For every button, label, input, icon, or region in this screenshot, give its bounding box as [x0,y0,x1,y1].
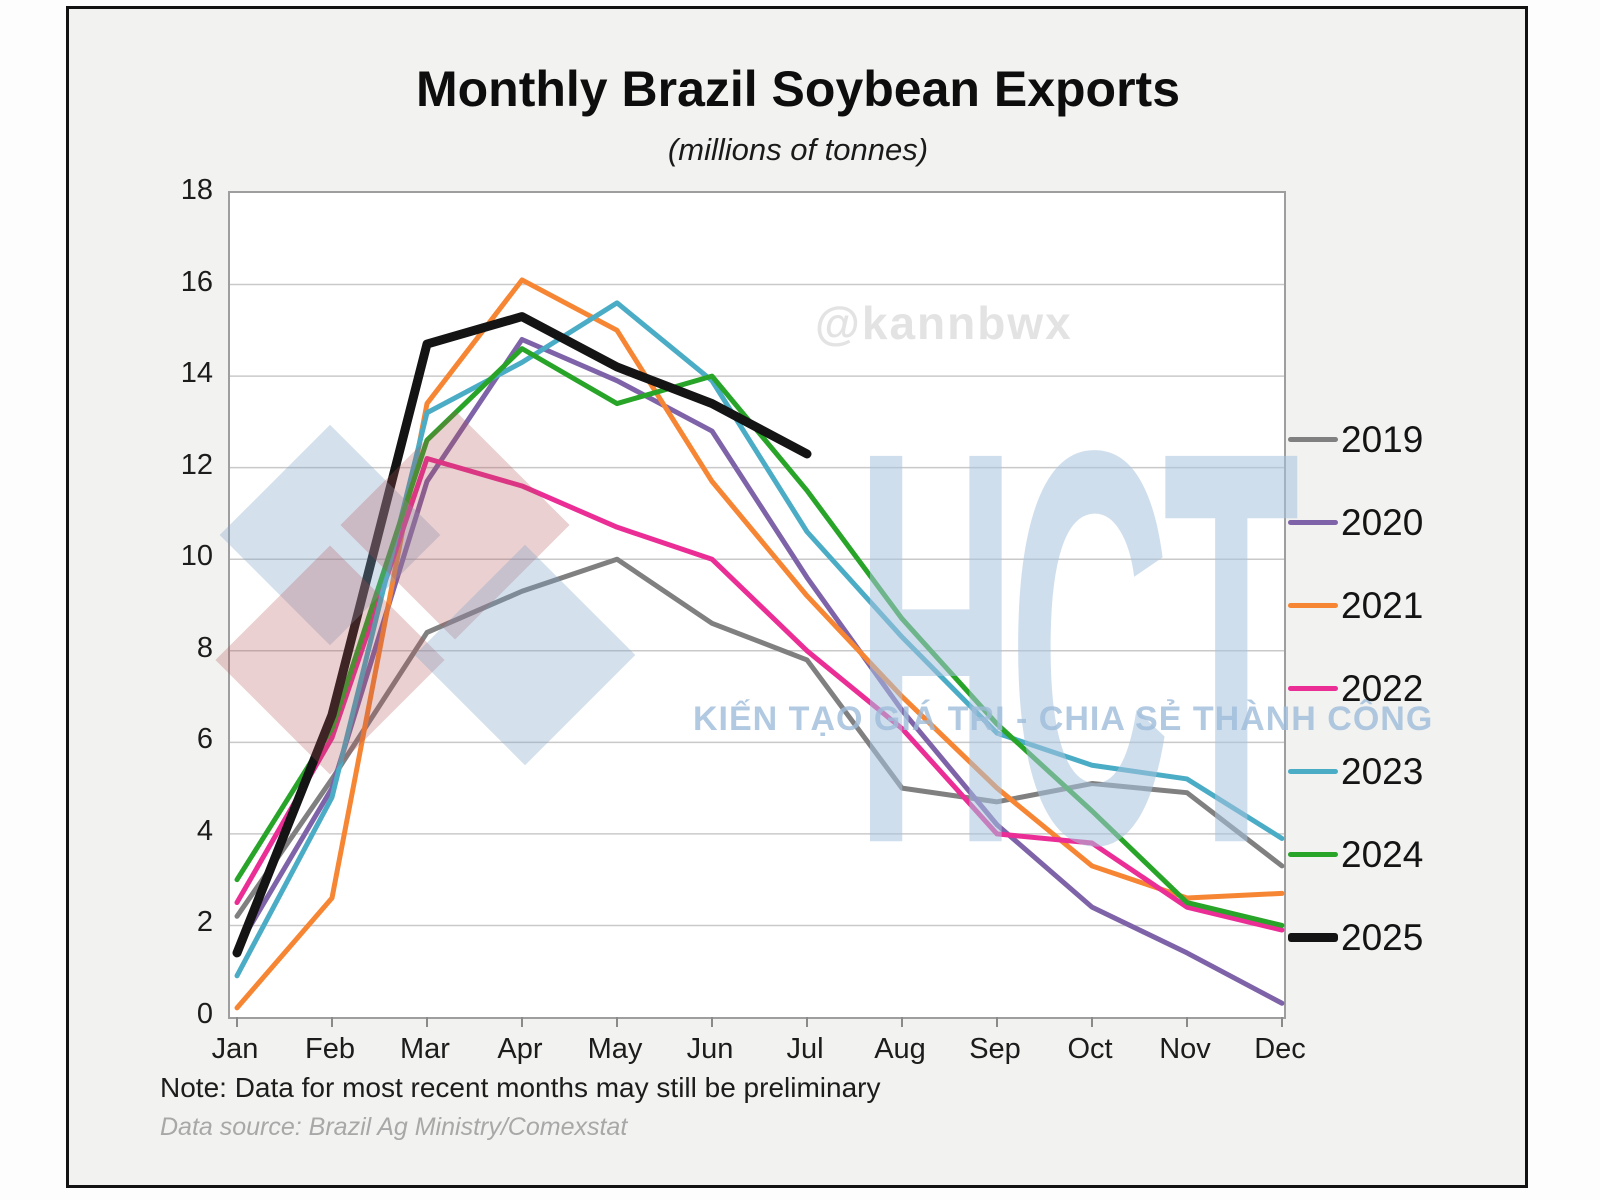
y-axis-label: 0 [196,998,213,1030]
series-line-2022 [234,456,1285,933]
plot-area [228,191,1286,1027]
legend-item-2023: 2023 [1288,730,1423,813]
legend-swatch [1288,437,1338,442]
y-axis-label: 12 [180,448,213,481]
series-line-2024 [234,346,1285,928]
series-line-2019 [234,556,1285,919]
x-axis-label: Feb [305,1033,355,1065]
y-axis-label: 6 [196,723,213,756]
y-axis-label: 10 [180,540,213,573]
y-axis-label: 4 [196,814,213,847]
legend-swatch [1288,520,1338,525]
legend: 2019 2020 2021 2022 2023 2024 2025 [1288,398,1423,979]
chart-title: Monthly Brazil Soybean Exports [415,61,1180,117]
chart-subtitle: (millions of tonnes) [667,132,929,167]
y-axis-label: 8 [196,631,213,664]
x-axis-label: Jan [211,1033,259,1065]
x-axis-label: May [587,1033,643,1065]
y-axis-label: 16 [180,265,213,298]
x-axis-label: Oct [1067,1033,1113,1065]
x-axis-label: Jul [786,1033,824,1065]
legend-swatch [1288,852,1338,857]
x-axis-label: Sep [969,1033,1021,1065]
legend-label: 2022 [1341,667,1424,709]
legend-item-2019: 2019 [1288,398,1423,481]
legend-item-2024: 2024 [1288,813,1423,896]
source-text: Data source: Brazil Ag Ministry/Comexsta… [160,1113,628,1141]
legend-swatch [1288,769,1338,774]
chart-svg [230,277,1285,1027]
y-axis-label: 18 [180,174,213,206]
series-line-2020 [234,336,1285,1006]
note-text: Note: Data for most recent months may st… [160,1072,881,1103]
legend-item-2021: 2021 [1288,564,1423,647]
legend-swatch [1288,933,1338,942]
legend-label: 2023 [1341,750,1424,792]
x-axis-label: Nov [1159,1033,1211,1065]
legend-swatch [1288,686,1338,691]
x-axis-label: Aug [874,1033,926,1065]
legend-label: 2019 [1341,418,1424,460]
legend-label: 2021 [1341,584,1424,626]
x-axis-label: Mar [400,1033,450,1065]
x-axis-label: Apr [497,1033,543,1065]
legend-label: 2020 [1341,501,1424,543]
series-line-2025 [232,312,812,958]
x-axis-label: Dec [1254,1033,1306,1065]
series-line-2023 [234,300,1285,979]
legend-item-2025: 2025 [1288,896,1423,979]
y-axis-label: 14 [180,357,213,390]
legend-item-2022: 2022 [1288,647,1423,730]
x-axis-label: Jun [686,1033,734,1065]
legend-label: 2024 [1341,833,1424,875]
legend-swatch [1288,603,1338,608]
legend-item-2020: 2020 [1288,481,1423,564]
legend-label: 2025 [1341,916,1424,958]
y-axis-label: 2 [196,906,213,939]
